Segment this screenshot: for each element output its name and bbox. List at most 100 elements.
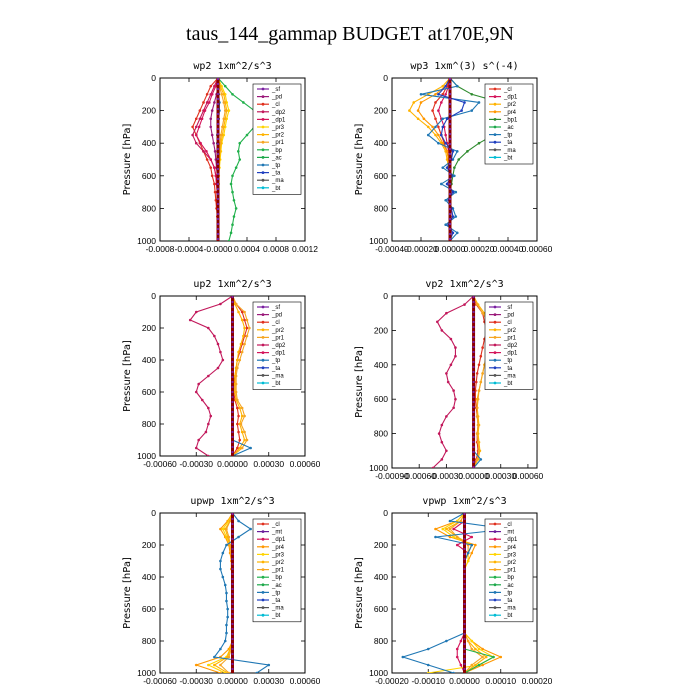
data-point-pr1 bbox=[245, 334, 249, 338]
data-point-tp bbox=[444, 223, 447, 226]
data-point-tp bbox=[444, 198, 447, 202]
data-point-tp bbox=[225, 591, 228, 595]
data-point-pr3 bbox=[441, 527, 445, 531]
legend-box bbox=[252, 83, 302, 195]
legend-marker-sf bbox=[261, 305, 265, 309]
x-tick-label: 0.00030 bbox=[253, 676, 284, 686]
data-point-pr1 bbox=[475, 432, 479, 435]
legend-entry: _ac bbox=[271, 155, 282, 161]
y-tick-label: 0 bbox=[151, 291, 156, 301]
legend-entry: _bt bbox=[503, 155, 513, 161]
data-point-dp2 bbox=[216, 342, 220, 346]
panel-title: vp2 1xm^2/s^3 bbox=[425, 279, 503, 290]
data-point-cl bbox=[243, 318, 246, 322]
data-point-pr1 bbox=[243, 430, 246, 434]
data-point-pr2 bbox=[238, 406, 242, 410]
y-tick-label: 0 bbox=[383, 73, 388, 83]
data-point-cl bbox=[210, 174, 214, 178]
y-tick-label: 200 bbox=[142, 106, 156, 116]
x-tick-label: -0.0004 bbox=[175, 244, 204, 254]
data-point-tp bbox=[249, 446, 252, 450]
data-point-ta bbox=[444, 141, 447, 145]
data-point-dp2 bbox=[194, 125, 198, 129]
data-point-pr4 bbox=[219, 527, 222, 531]
data-point-bp bbox=[227, 239, 231, 241]
y-tick-label: 600 bbox=[374, 171, 388, 181]
legend-entry: _ta bbox=[271, 171, 281, 177]
data-point-dp2 bbox=[440, 423, 444, 427]
legend-marker-dp1 bbox=[261, 118, 265, 121]
x-tick-label: -0.00030 bbox=[430, 471, 464, 481]
legend-entry: _bt bbox=[503, 381, 513, 387]
series-group bbox=[401, 513, 510, 673]
data-point-cl bbox=[194, 117, 198, 121]
x-tick-label: -0.0000 bbox=[204, 244, 233, 254]
data-point-dp2 bbox=[209, 414, 213, 418]
legend-marker-tp bbox=[261, 163, 265, 167]
data-point-pr4 bbox=[481, 647, 484, 651]
legend-marker-cl bbox=[493, 320, 497, 324]
legend-entry: _tp bbox=[271, 590, 281, 596]
data-point-cl bbox=[198, 109, 202, 112]
legend-box bbox=[484, 83, 534, 165]
data-point-ta bbox=[445, 166, 449, 169]
data-point-bp bbox=[231, 223, 234, 226]
data-point-pr1 bbox=[218, 141, 222, 145]
x-tick-label: -0.00030 bbox=[179, 676, 213, 686]
data-point-pr4 bbox=[481, 663, 484, 667]
data-point-dp2 bbox=[446, 380, 450, 384]
legend-marker-ma bbox=[261, 374, 265, 377]
legend-marker-pr2 bbox=[261, 133, 265, 137]
x-tick-label: 0.00000 bbox=[435, 244, 466, 254]
data-point-dp2 bbox=[204, 430, 208, 434]
legend-entry: _pr3 bbox=[271, 125, 285, 131]
data-point-pr1 bbox=[477, 449, 481, 453]
data-point-dp2 bbox=[202, 150, 205, 153]
panel-title: wp3 1xm^(3) s^(-4) bbox=[410, 61, 518, 72]
data-point-tp bbox=[219, 647, 222, 651]
data-point-dp2 bbox=[207, 454, 210, 456]
data-point-ta bbox=[444, 84, 447, 88]
data-point-tp bbox=[225, 631, 228, 635]
legend-entry: _pd bbox=[271, 95, 282, 101]
data-point-bp bbox=[231, 93, 234, 96]
legend-entry: _pr4 bbox=[503, 545, 517, 551]
y-axis-label: Pressure [hPa] bbox=[354, 557, 365, 629]
legend-entry: _pr2 bbox=[503, 328, 517, 334]
legend-marker-ac bbox=[493, 583, 497, 587]
data-point-dp2 bbox=[445, 372, 448, 375]
legend-entry: _ac bbox=[503, 583, 514, 589]
data-point-tp bbox=[479, 458, 483, 461]
legend-entry: _bt bbox=[271, 613, 281, 619]
legend-marker-ta bbox=[493, 366, 497, 370]
data-point-pr2 bbox=[243, 438, 246, 442]
y-tick-label: 600 bbox=[374, 394, 388, 404]
data-point-pr1 bbox=[476, 397, 480, 401]
data-point-cl bbox=[191, 125, 194, 129]
plot-frame bbox=[391, 295, 538, 469]
data-point-dp2 bbox=[219, 302, 222, 306]
plot-frame bbox=[159, 77, 306, 242]
data-point-pr4 bbox=[445, 150, 449, 153]
panel-3: up2 1xm^2/s^3 Pressure [hPa] 0 200 400 600 800… bbox=[122, 279, 321, 469]
legend-marker-pr2 bbox=[261, 328, 265, 332]
data-point-pr4 bbox=[448, 535, 452, 539]
legend-box bbox=[484, 518, 534, 623]
legend-marker-ta bbox=[261, 598, 265, 602]
data-point-pr1 bbox=[448, 527, 452, 531]
data-point-pr1 bbox=[475, 406, 479, 410]
data-point-pr2 bbox=[441, 84, 445, 88]
legend-marker-dp2 bbox=[493, 343, 497, 347]
panel-5: upwp 1xm^2/s^3 Pressure [hPa] 0 200 400 600 80… bbox=[122, 496, 321, 686]
data-point-bp bbox=[231, 174, 234, 178]
series-group bbox=[188, 296, 252, 456]
legend-entry: _dp1 bbox=[503, 537, 518, 543]
data-point-cl bbox=[205, 93, 209, 96]
legend-entry: _bp bbox=[271, 148, 283, 154]
data-point-tp bbox=[221, 551, 225, 555]
legend-marker-bt bbox=[261, 613, 265, 617]
legend-entry: _pr2 bbox=[503, 102, 517, 108]
data-point-dp2 bbox=[194, 141, 198, 145]
legend-marker-dp2 bbox=[261, 110, 265, 114]
data-point-dp2 bbox=[440, 458, 444, 461]
